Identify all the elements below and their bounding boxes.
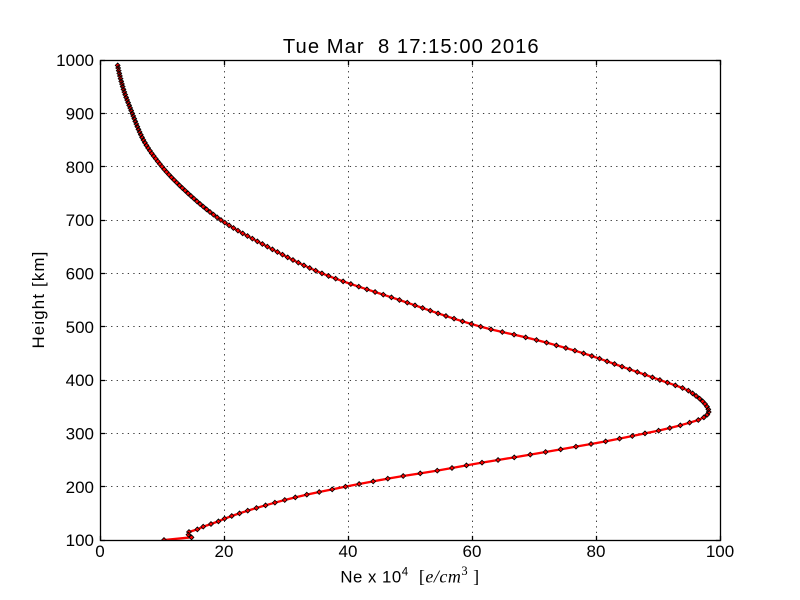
svg-text:200: 200 (66, 478, 94, 497)
svg-text:0: 0 (95, 542, 104, 561)
svg-text:Height [km]: Height [km] (29, 250, 48, 348)
svg-text:40: 40 (339, 542, 358, 561)
svg-text:900: 900 (66, 105, 94, 124)
svg-text:300: 300 (66, 425, 94, 444)
svg-text:1000: 1000 (56, 51, 94, 70)
svg-text:700: 700 (66, 211, 94, 230)
svg-text:60: 60 (463, 542, 482, 561)
svg-text:100: 100 (66, 531, 94, 550)
svg-text:20: 20 (215, 542, 234, 561)
svg-text:400: 400 (66, 371, 94, 390)
svg-text:600: 600 (66, 265, 94, 284)
svg-text:500: 500 (66, 318, 94, 337)
svg-text:Tue Mar 8 17:15:00 2016: Tue Mar 8 17:15:00 2016 (283, 36, 540, 58)
svg-text:Ne x 104 [e/cm3 ]: Ne x 104 [e/cm3 ] (340, 564, 479, 587)
svg-text:80: 80 (587, 542, 606, 561)
svg-text:100: 100 (706, 542, 734, 561)
svg-text:800: 800 (66, 158, 94, 177)
